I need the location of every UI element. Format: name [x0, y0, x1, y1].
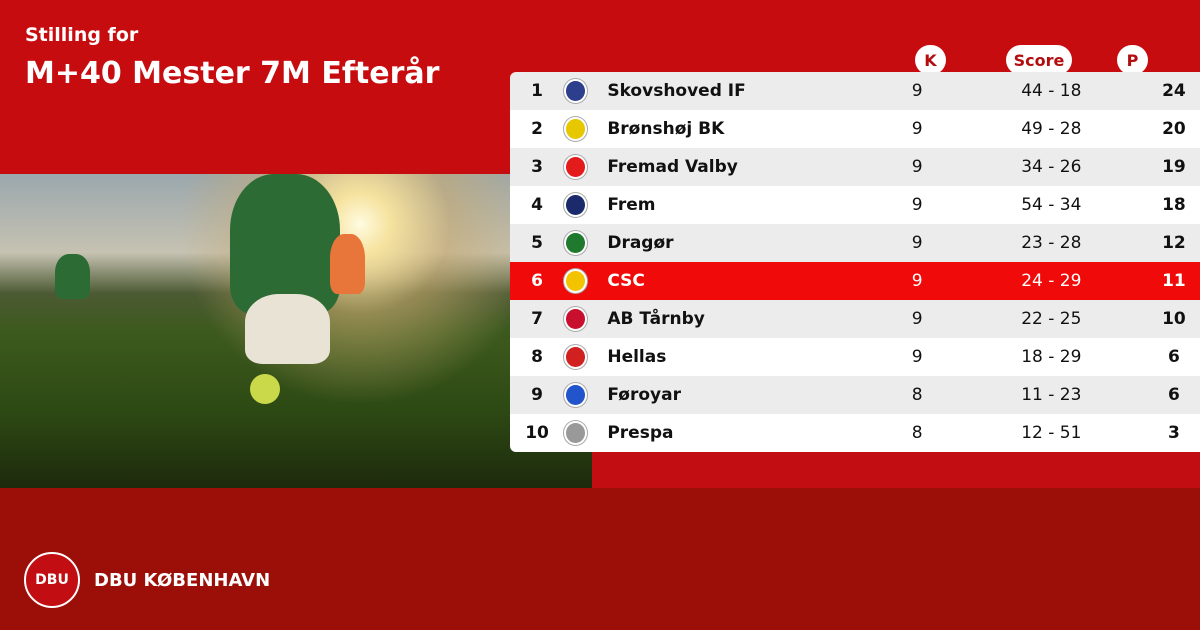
table-row[interactable]: 10 Prespa 8 12 - 51 3: [510, 414, 1200, 452]
points: 6: [1168, 385, 1180, 405]
table-row[interactable]: 3 Fremad Valby 9 34 - 26 19: [510, 148, 1200, 186]
team-name: Prespa: [607, 423, 674, 443]
matches-played: 9: [911, 309, 923, 329]
team-crest-icon: [564, 231, 588, 255]
matches-played: 9: [911, 81, 923, 101]
team-name: Føroyar: [607, 385, 681, 405]
watermark-strip: [592, 452, 1200, 488]
position: 2: [531, 119, 543, 139]
dbu-seal-logo: DBU: [24, 552, 80, 608]
team-crest-icon: [564, 117, 588, 141]
table-row[interactable]: 5 Dragør 9 23 - 28 12: [510, 224, 1200, 262]
football-photo: [0, 174, 592, 488]
table-row[interactable]: 8 Hellas 9 18 - 29 6: [510, 338, 1200, 376]
column-header-k: K: [915, 45, 946, 75]
subtitle: Stilling for: [25, 24, 139, 46]
team-name: Hellas: [607, 347, 667, 367]
points: 3: [1168, 423, 1180, 443]
team-crest-icon: [564, 307, 588, 331]
goal-score: 54 - 34: [1021, 195, 1082, 215]
footer-brand: DBU DBU KØBENHAVN: [24, 552, 270, 608]
table-row[interactable]: 4 Frem 9 54 - 34 18: [510, 186, 1200, 224]
points: 10: [1162, 309, 1186, 329]
points: 6: [1168, 347, 1180, 367]
matches-played: 9: [911, 233, 923, 253]
position: 10: [525, 423, 549, 443]
points: 12: [1162, 233, 1186, 253]
matches-played: 9: [911, 195, 923, 215]
table-row[interactable]: 7 AB Tårnby 9 22 - 25 10: [510, 300, 1200, 338]
goal-score: 49 - 28: [1021, 119, 1082, 139]
position: 3: [531, 157, 543, 177]
position: 5: [531, 233, 543, 253]
team-name: AB Tårnby: [607, 309, 705, 329]
goal-score: 11 - 23: [1021, 385, 1082, 405]
position: 4: [531, 195, 543, 215]
matches-played: 9: [911, 157, 923, 177]
table-row[interactable]: 1 Skovshoved IF 9 44 - 18 24: [510, 72, 1200, 110]
goal-score: 24 - 29: [1021, 271, 1082, 291]
team-name: CSC: [607, 271, 645, 291]
team-name: Fremad Valby: [607, 157, 738, 177]
team-crest-icon: [564, 345, 588, 369]
team-name: Frem: [607, 195, 656, 215]
team-crest-icon: [564, 79, 588, 103]
points: 19: [1162, 157, 1186, 177]
table-row[interactable]: 9 Føroyar 8 11 - 23 6: [510, 376, 1200, 414]
points: 20: [1162, 119, 1186, 139]
team-crest-icon: [564, 269, 588, 293]
table-row[interactable]: 2 Brønshøj BK 9 49 - 28 20: [510, 110, 1200, 148]
matches-played: 9: [911, 271, 923, 291]
goal-score: 22 - 25: [1021, 309, 1082, 329]
goal-score: 23 - 28: [1021, 233, 1082, 253]
position: 7: [531, 309, 543, 329]
brand-name: DBU KØBENHAVN: [94, 569, 271, 591]
table-row[interactable]: 6 CSC 9 24 - 29 11: [510, 262, 1200, 300]
position: 1: [531, 81, 543, 101]
team-name: Skovshoved IF: [607, 81, 746, 101]
matches-played: 9: [911, 347, 923, 367]
team-crest-icon: [564, 193, 588, 217]
position: 8: [531, 347, 543, 367]
team-name: Brønshøj BK: [607, 119, 725, 139]
standings-table: 1 Skovshoved IF 9 44 - 18 24 2 Brønshøj B…: [510, 72, 1200, 452]
column-header-score: Score: [1006, 45, 1072, 75]
team-crest-icon: [564, 383, 588, 407]
points: 24: [1162, 81, 1186, 101]
goal-score: 18 - 29: [1021, 347, 1082, 367]
team-crest-icon: [564, 421, 588, 445]
matches-played: 9: [911, 119, 923, 139]
team-crest-icon: [564, 155, 588, 179]
goal-score: 34 - 26: [1021, 157, 1082, 177]
position: 9: [531, 385, 543, 405]
position: 6: [531, 271, 543, 291]
matches-played: 8: [911, 423, 923, 443]
page-title: M+40 Mester 7M Efterår: [25, 56, 440, 91]
column-header-p: P: [1117, 45, 1148, 75]
goal-score: 44 - 18: [1021, 81, 1082, 101]
goal-score: 12 - 51: [1021, 423, 1082, 443]
team-name: Dragør: [607, 233, 674, 253]
points: 18: [1162, 195, 1186, 215]
matches-played: 8: [911, 385, 923, 405]
points: 11: [1162, 271, 1186, 291]
